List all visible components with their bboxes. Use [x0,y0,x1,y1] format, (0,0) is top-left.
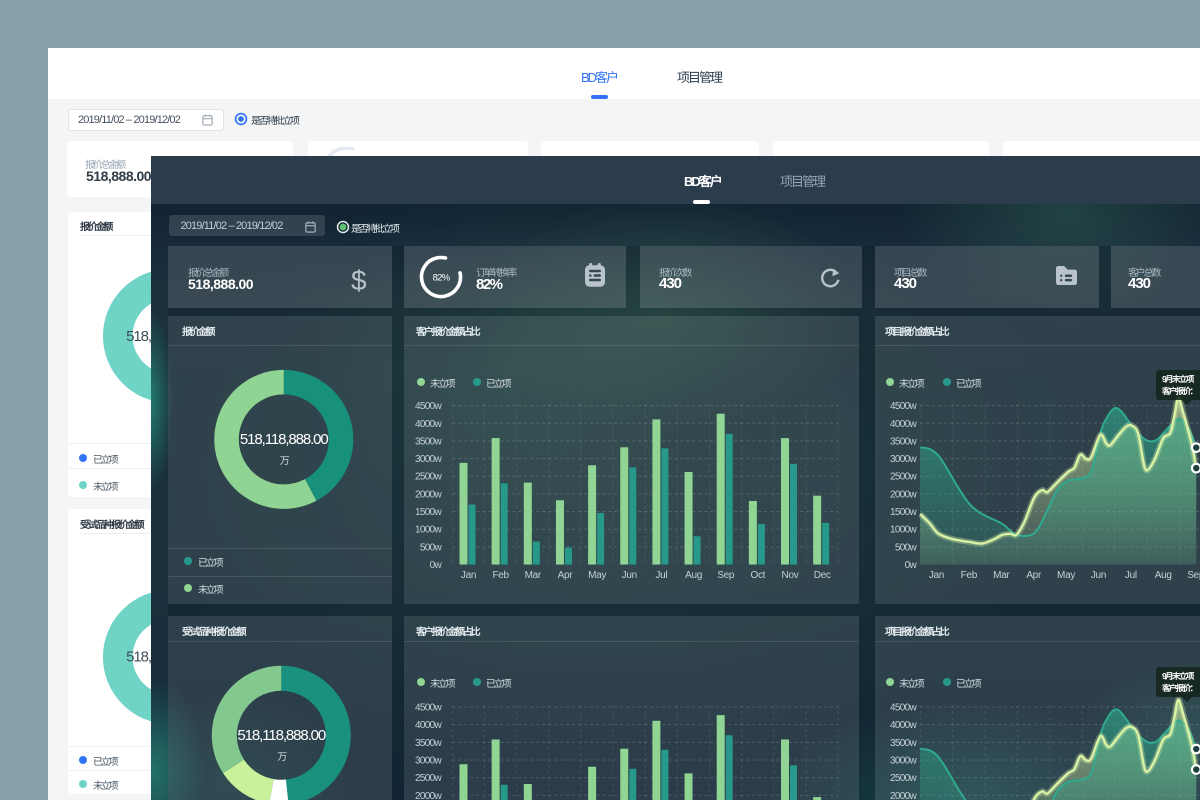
svg-text:500w: 500w [895,542,918,553]
svg-text:518,118,888.00: 518,118,888.00 [240,431,329,448]
svg-text:May: May [588,570,606,581]
svg-text:2500w: 2500w [890,773,917,784]
svg-text:1000w: 1000w [415,525,442,536]
svg-text:Apr: Apr [558,570,574,581]
svg-text:3500w: 3500w [890,738,917,749]
svg-text:万: 万 [277,752,287,763]
svg-text:4000w: 4000w [415,720,442,731]
svg-text:Oct: Oct [751,570,766,581]
svg-text:2500w: 2500w [415,472,442,483]
svg-text:3500w: 3500w [415,436,442,447]
svg-text:2000w: 2000w [415,791,442,800]
svg-text:4000w: 4000w [890,419,917,430]
svg-text:Jun: Jun [1091,570,1106,581]
svg-text:Aug: Aug [1155,570,1172,581]
svg-text:3000w: 3000w [415,454,442,465]
svg-text:Feb: Feb [960,570,977,581]
svg-text:500w: 500w [420,542,443,553]
svg-text:Sep: Sep [1187,570,1200,581]
svg-text:Apr: Apr [1026,570,1042,581]
svg-text:2000w: 2000w [415,489,442,500]
svg-text:0w: 0w [430,560,443,571]
svg-text:2500w: 2500w [415,773,442,784]
svg-text:Mar: Mar [525,570,542,581]
svg-text:3000w: 3000w [890,755,917,766]
svg-text:万: 万 [280,456,290,467]
svg-text:Aug: Aug [685,570,702,581]
svg-text:3500w: 3500w [415,738,442,749]
svg-text:4500w: 4500w [415,703,442,714]
svg-text:Nov: Nov [782,570,799,581]
svg-text:82%: 82% [433,273,451,284]
svg-text:4000w: 4000w [415,419,442,430]
svg-text:Jun: Jun [622,570,637,581]
svg-text:May: May [1057,570,1075,581]
svg-text:Dec: Dec [814,570,831,581]
svg-text:Jul: Jul [655,570,667,581]
svg-text:1500w: 1500w [890,507,917,518]
svg-text:Jul: Jul [1125,570,1137,581]
svg-text:3500w: 3500w [890,436,917,447]
svg-text:4000w: 4000w [890,720,917,731]
svg-text:Jan: Jan [929,570,944,581]
svg-text:Mar: Mar [993,570,1010,581]
svg-text:4500w: 4500w [890,401,917,412]
svg-text:4500w: 4500w [890,703,917,714]
svg-text:Feb: Feb [492,570,509,581]
svg-text:Sep: Sep [717,570,735,581]
svg-text:3000w: 3000w [890,454,917,465]
svg-text:1000w: 1000w [890,525,917,536]
svg-text:Jan: Jan [461,570,476,581]
svg-text:2000w: 2000w [890,489,917,500]
svg-text:0w: 0w [904,560,917,571]
svg-text:518,118,888.00: 518,118,888.00 [237,727,326,744]
svg-text:4500w: 4500w [415,401,442,412]
svg-text:1500w: 1500w [415,507,442,518]
svg-text:3000w: 3000w [415,755,442,766]
svg-text:2500w: 2500w [890,472,917,483]
svg-text:2000w: 2000w [890,791,917,800]
